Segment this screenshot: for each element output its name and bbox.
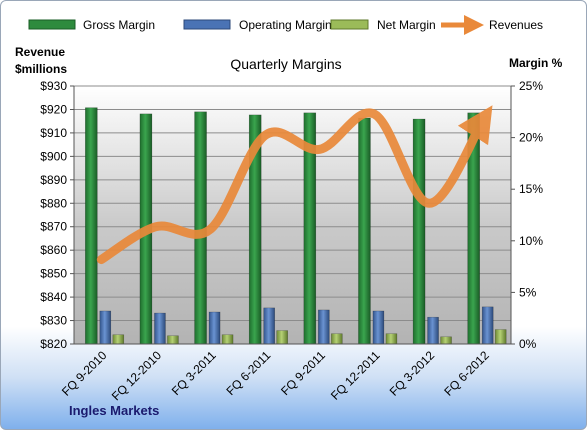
bar-operating-margin [318,309,330,345]
legend-swatch-operating-margin [183,19,231,30]
x-axis-tick-label: FQ 9-2010 [59,348,110,399]
x-axis-tick-label: FQ 3-2011 [169,348,219,398]
left-axis-tick-label: $840 [40,290,67,304]
x-axis: FQ 9-2010 FQ 12-2010 FQ 3-2011 FQ 6-2011 FQ … [59,343,511,403]
left-axis-title-line2: $millions [15,62,67,76]
left-axis-tick-label: $850 [40,267,67,281]
left-axis-tick-label: $910 [40,126,67,140]
left-axis-tick-label: $870 [40,220,67,234]
legend-label-gross-margin: Gross Margin [83,18,155,32]
bars [85,107,507,345]
right-axis-title: Margin % [509,56,563,70]
left-axis-tick-label: $860 [40,243,67,257]
bar-operating-margin [99,310,112,345]
right-axis: 0% 5% 10% 15% 20% 25% [510,79,543,351]
right-axis-tick-label: 15% [519,182,543,196]
bar-net-margin [167,335,179,345]
left-axis-tick-label: $830 [40,314,67,328]
plot-area [74,86,511,344]
legend-label-revenues: Revenues [489,18,543,32]
bar-net-margin [112,334,125,345]
right-axis-tick-label: 10% [519,234,543,248]
bar-gross-margin [85,107,98,345]
bar-operating-margin [481,306,494,345]
right-axis-tick-label: 0% [519,337,537,351]
left-axis-title-line1: Revenue [15,45,65,59]
right-axis-tick-label: 20% [519,131,543,145]
bar-net-margin [385,333,398,345]
legend-label-net-margin: Net Margin [377,18,436,32]
bar-net-margin [494,329,507,345]
legend: Gross Margin Operating Margin Net Margin… [28,15,543,35]
left-axis-tick-label: $880 [40,196,67,210]
bar-net-margin [440,336,452,345]
bar-gross-margin [358,117,371,345]
revenue-line-group [96,105,493,265]
x-axis-tick-label: FQ 3-2012 [387,348,438,399]
bar-operating-margin [154,312,166,345]
legend-item-net-margin: Net Margin [330,18,436,32]
legend-swatch-net-margin [330,19,369,30]
bar-gross-margin [412,118,426,345]
bar-net-margin [276,330,288,345]
legend-item-gross-margin: Gross Margin [28,18,155,32]
x-axis-tick-label: FQ 9-2011 [278,348,328,398]
bar-net-margin [331,333,343,345]
bar-operating-margin [208,311,221,345]
footer-company-name: Ingles Markets [69,403,159,418]
chart-title: Quarterly Margins [230,56,341,72]
x-axis-tick-label: FQ 6-2011 [223,348,273,398]
right-axis-tick-label: 5% [519,285,537,299]
left-axis-tick-label: $900 [40,149,67,163]
left-axis-tick-label: $930 [40,79,67,93]
bar-operating-margin [372,310,385,345]
legend-item-operating-margin: Operating Margin [183,18,332,32]
bar-operating-margin [427,316,439,345]
bar-net-margin [221,334,234,345]
left-axis-tick-label: $820 [40,337,67,351]
left-axis-tick-label: $920 [40,102,67,116]
legend-label-operating-margin: Operating Margin [239,18,332,32]
bar-operating-margin [263,307,275,345]
left-axis: $820 $830 $840 $850 $860 $870 $880 $890 $900 $910… [40,79,75,351]
x-axis-tick-label: FQ 6-2012 [441,348,492,399]
legend-item-revenues: Revenues [441,15,543,35]
left-axis-tick-label: $890 [40,173,67,187]
revenue-line [96,105,493,265]
x-axis-tick-label: FQ 12-2010 [109,348,164,403]
legend-swatch-gross-margin [28,19,76,30]
right-axis-tick-label: 25% [519,79,543,93]
x-axis-tick-label: FQ 12-2011 [328,348,383,403]
